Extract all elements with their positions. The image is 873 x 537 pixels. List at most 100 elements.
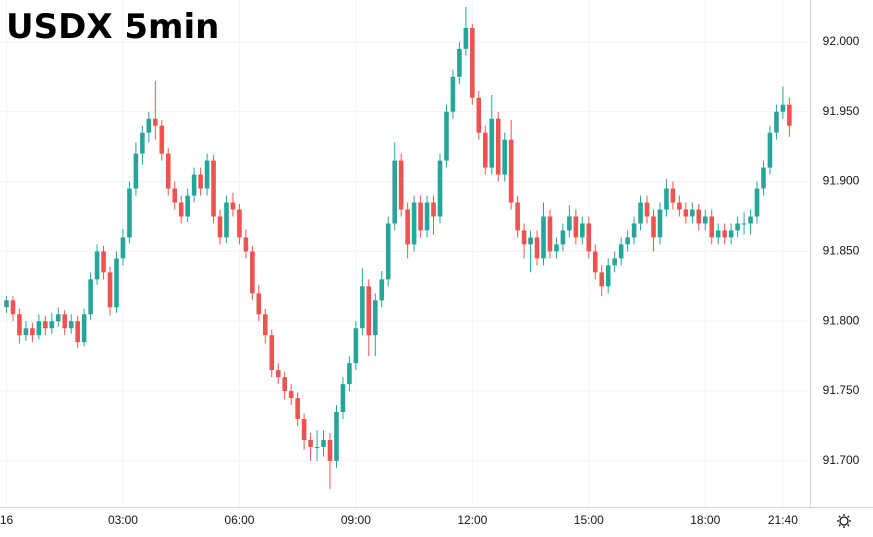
candle-body [470,27,475,98]
candle-body [677,202,682,210]
x-tick-label: 21:40 [768,513,798,527]
candle-body [185,195,190,217]
candle-body [75,321,80,343]
candle-body [515,202,520,231]
candle-body [728,230,734,238]
candle-body [418,202,423,231]
candle-body [657,209,663,238]
candle-body [275,370,281,378]
candle-body [17,314,22,336]
settings-icon-ring [839,516,849,526]
candle-body [405,209,410,245]
candle-body [573,216,579,238]
candle-body [612,258,617,266]
candle-body [554,244,559,252]
candle-body [715,230,721,238]
candle-body [314,446,320,448]
candle-body [631,223,637,238]
candle-body [709,216,715,238]
y-tick-label: 91.850 [823,244,860,258]
y-tick-label: 91.900 [823,174,860,188]
candle-body [256,293,262,315]
candle-body [243,237,249,252]
y-tick-label: 91.800 [823,313,860,327]
candle-body [55,314,61,322]
candle-body [379,279,385,301]
candle-body [690,209,695,217]
candle-body [146,118,152,133]
candle-body [722,230,727,238]
candle-body [748,216,753,224]
candle-body [282,377,288,392]
candle-body [528,237,533,245]
candle-body [360,286,365,329]
candle-body [165,153,171,189]
candle-body [340,384,346,413]
candle-body [43,321,48,329]
candle-body [204,160,210,189]
candle-body [605,265,611,287]
candle-body [191,174,197,196]
chart-title: USDX 5min [6,7,219,47]
candle-body [586,223,592,252]
candle-body [392,160,397,224]
candle-body [580,223,585,238]
candle-body [457,48,462,77]
y-tick-label: 91.950 [823,104,860,118]
candle-body [702,216,708,224]
x-tick-label: 09:00 [341,513,371,527]
candle-body [385,223,391,280]
candle-body [767,132,773,168]
candle-body [644,202,650,217]
candle-body [237,209,242,238]
candle-body [696,209,702,224]
candle-body [741,223,747,225]
candle-body [49,321,55,329]
candle-body [541,216,546,259]
candle-body [217,216,223,238]
candle-body [68,321,74,329]
candle-body [761,167,766,189]
candle-body [521,230,527,245]
candle-body [664,188,669,210]
candle-body [36,321,42,336]
candle-body [23,328,29,336]
x-tick-label: 06:00 [224,513,254,527]
candle-body [159,125,165,154]
candle-body [670,188,676,203]
candle-body [230,202,236,210]
candle-body [787,104,792,126]
candle-body [120,237,126,259]
candle-body [107,272,113,308]
candle-body [153,118,158,126]
candle-body [81,314,87,343]
x-tick-label: 15:00 [574,513,604,527]
x-tick-label: 16 [0,513,13,527]
candle-body [295,398,300,420]
y-tick-label: 91.750 [823,383,860,397]
candle-body [424,202,430,231]
candle-body [780,104,786,112]
candle-body [683,209,689,217]
settings-icon-teeth [837,514,851,528]
candle-body [4,300,9,308]
candle-body [567,216,572,231]
candles [4,6,792,489]
candle-body [735,223,740,231]
candle-body [263,314,268,336]
candle-body [133,153,139,189]
candle-body [198,174,203,189]
x-tick-label: 18:00 [690,513,720,527]
candle-body [250,251,255,294]
candle-body [599,272,605,287]
x-tick-label: 03:00 [108,513,138,527]
candle-body [301,419,307,440]
settings-icon[interactable] [837,514,851,528]
candle-body [489,118,495,168]
candle-body [372,300,378,336]
candle-body [547,216,553,252]
y-tick-label: 92.000 [823,34,860,48]
candle-body [476,97,482,133]
candle-body [534,237,540,259]
candle-body [398,160,404,210]
